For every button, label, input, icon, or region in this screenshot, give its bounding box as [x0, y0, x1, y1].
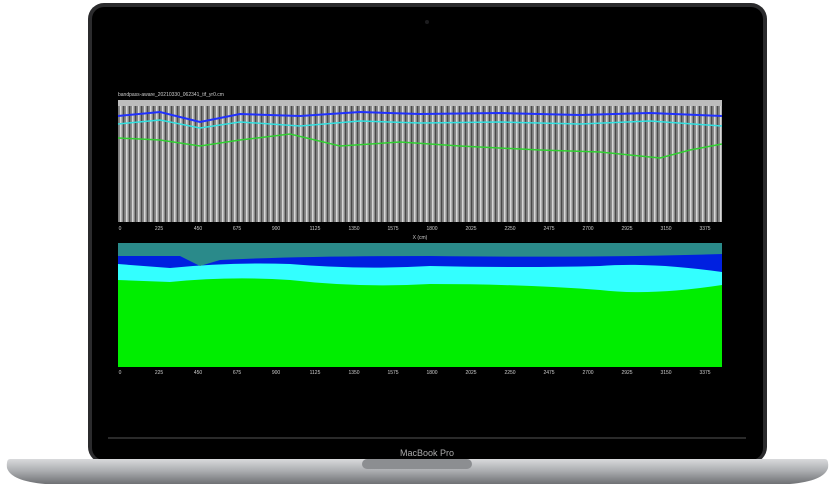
x-tick-label: 450 — [194, 370, 203, 376]
x-tick-label: 2025 — [465, 226, 476, 232]
x-tick-label: 3375 — [699, 226, 710, 232]
x-tick-label: 2925 — [621, 226, 632, 232]
screen — [92, 7, 763, 460]
x-tick-label: 1350 — [348, 226, 359, 232]
notch — [362, 459, 472, 469]
x-tick-label: 1800 — [426, 370, 437, 376]
x-tick-label: 900 — [272, 370, 281, 376]
x-tick-label: 2475 — [543, 226, 554, 232]
x-axis: 0 225 450 675 900 1125 1350 1575 1800 2025 2250 247… — [119, 370, 711, 376]
x-tick-label: 450 — [194, 226, 203, 232]
laptop-label: MacBook Pro — [400, 448, 454, 458]
x-tick-label: 1575 — [387, 370, 398, 376]
x-tick-label: 0 — [119, 226, 122, 232]
x-axis-label: X (cm) — [413, 235, 428, 241]
camera — [425, 20, 429, 24]
x-tick-label: 675 — [233, 370, 242, 376]
x-tick-label: 1125 — [310, 370, 321, 376]
layer-teal — [118, 243, 722, 266]
x-tick-label: 225 — [155, 226, 164, 232]
x-tick-label: 3150 — [660, 226, 671, 232]
laptop-base — [6, 459, 829, 484]
layer-line — [117, 133, 723, 159]
x-tick-label: 2025 — [465, 370, 476, 376]
x-tick-label: 1125 — [310, 226, 321, 232]
x-tick-label: 3375 — [699, 370, 710, 376]
layer-line — [117, 119, 723, 129]
x-tick-label: 0 — [119, 370, 122, 376]
x-tick-label: 900 — [272, 226, 281, 232]
radargram — [118, 100, 722, 222]
x-tick-label: 2700 — [582, 370, 593, 376]
panel-title: bandpass-aware_20210330_062341_tif_yr0.c… — [118, 92, 224, 98]
x-axis: 0 225 450 675 900 1125 1350 1575 1800 2025 2250 247… — [119, 226, 711, 232]
x-tick-label: 225 — [155, 370, 164, 376]
x-tick-label: 1575 — [387, 226, 398, 232]
radargram-top — [118, 100, 722, 106]
x-tick-label: 2925 — [621, 370, 632, 376]
x-tick-label: 1800 — [426, 226, 437, 232]
x-tick-label: 2250 — [504, 226, 515, 232]
layer-line — [117, 110, 723, 124]
x-tick-label: 2700 — [582, 226, 593, 232]
x-tick-label: 1350 — [348, 370, 359, 376]
x-tick-label: 2475 — [543, 370, 554, 376]
x-tick-label: 2250 — [504, 370, 515, 376]
x-tick-label: 3150 — [660, 370, 671, 376]
x-tick-label: 675 — [233, 226, 242, 232]
